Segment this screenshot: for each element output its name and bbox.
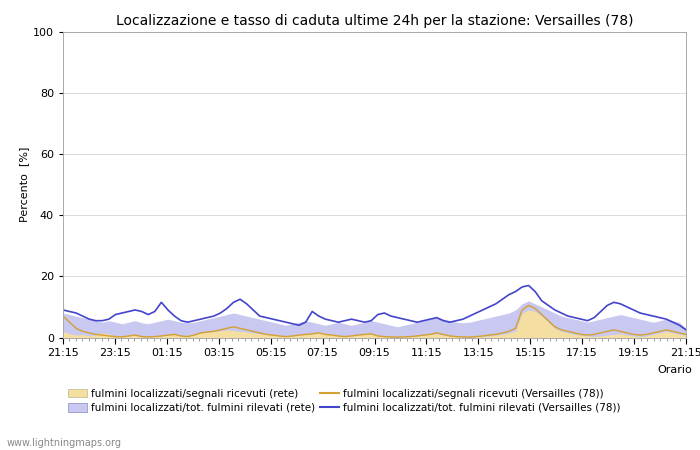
Title: Localizzazione e tasso di caduta ultime 24h per la stazione: Versailles (78): Localizzazione e tasso di caduta ultime … (116, 14, 634, 27)
Y-axis label: Percento  [%]: Percento [%] (19, 147, 29, 222)
Text: www.lightningmaps.org: www.lightningmaps.org (7, 438, 122, 448)
Legend: fulmini localizzati/segnali ricevuti (rete), fulmini localizzati/tot. fulmini ri: fulmini localizzati/segnali ricevuti (re… (68, 389, 621, 413)
Text: Orario: Orario (657, 365, 692, 375)
